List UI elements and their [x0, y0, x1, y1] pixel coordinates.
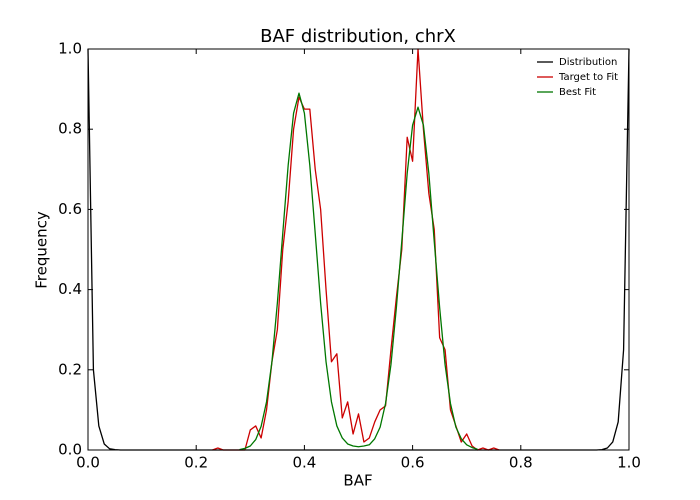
legend-label: Best Fit	[559, 87, 596, 98]
x-tick-label: 0.0	[76, 454, 100, 472]
chart-title: BAF distribution, chrX	[260, 26, 456, 47]
y-tick-label: 0.6	[58, 200, 82, 218]
legend-label: Distribution	[559, 57, 617, 68]
plot-frame	[87, 48, 630, 451]
y-axis-label: Frequency	[33, 211, 51, 289]
x-tick-label: 0.8	[509, 454, 533, 472]
x-tick-label: 1.0	[617, 454, 641, 472]
y-tick-label: 0.4	[58, 280, 82, 298]
data-line	[239, 92, 478, 451]
x-axis-label: BAF	[343, 472, 372, 490]
y-tick-label: 0.8	[58, 120, 82, 138]
x-tick-label: 0.2	[184, 454, 208, 472]
legend-label: Target to Fit	[558, 72, 618, 83]
y-tick-label: 0.0	[58, 441, 82, 459]
x-tick-label: 0.4	[292, 454, 316, 472]
data-line	[212, 48, 500, 451]
y-tick-label: 1.0	[58, 40, 82, 58]
x-tick-label: 0.6	[401, 454, 425, 472]
y-tick-label: 0.2	[58, 360, 82, 378]
